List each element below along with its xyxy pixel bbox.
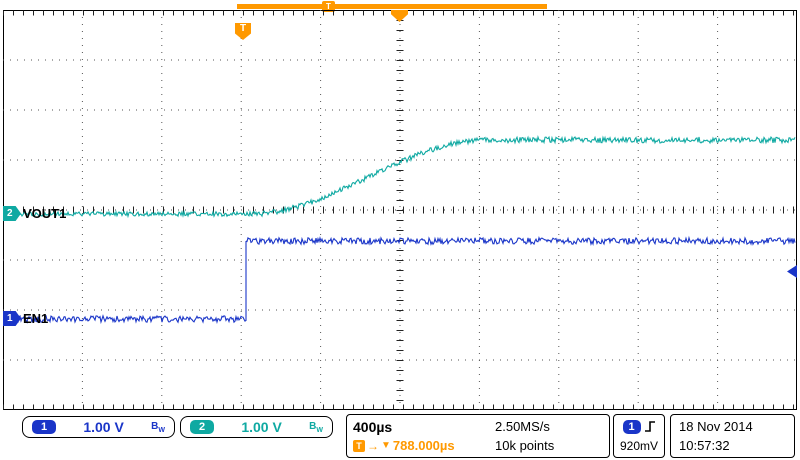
channel1-badge: 1 (32, 420, 56, 434)
trigger-level-value: 920mV (619, 438, 659, 453)
sample-rate-value: 2.50MS/s (495, 419, 550, 434)
trigger-delay-readout: T → ▼ 788.000µs (353, 438, 495, 453)
record-length-value: 10k points (495, 438, 555, 453)
trigger-source-badge: 1 (622, 419, 641, 434)
channel2-badge: 2 (190, 420, 214, 434)
rising-edge-icon (644, 421, 655, 432)
channel1-marker: 1 EN1 (3, 311, 48, 326)
channel2-settings-box[interactable]: 2 1.00 V BW (180, 416, 333, 438)
trigger-level-arrow-icon[interactable] (787, 265, 797, 278)
time-value: 10:57:32 (679, 438, 730, 453)
channel1-settings-box[interactable]: 1 1.00 V BW (22, 416, 175, 438)
channel2-label: VOUT1 (23, 206, 67, 221)
waveform-grid (3, 10, 797, 410)
bandwidth-limit-icon: BW (309, 420, 323, 434)
date-value: 18 Nov 2014 (679, 419, 753, 434)
delay-trigger-badge: T (353, 439, 365, 452)
bandwidth-limit-icon: BW (151, 420, 165, 434)
channel1-label: EN1 (23, 311, 49, 326)
delay-marker-icon: ▼ (381, 440, 391, 451)
delay-value: 788.000µs (392, 438, 455, 453)
channel2-marker: 2 VOUT1 (3, 206, 66, 221)
timebase-value: 400µs (353, 418, 393, 435)
horizontal-settings-box[interactable]: 400µs 2.50MS/s T → ▼ 788.000µs 10k point… (346, 414, 610, 458)
channel1-scale: 1.00 V (83, 419, 124, 435)
channel1-ground-icon[interactable]: 1 (3, 311, 21, 326)
waveform-display: T 2 VOUT1 1 EN1 (3, 10, 797, 410)
record-view-bar[interactable]: T (237, 1, 547, 12)
channel2-ground-icon[interactable]: 2 (3, 206, 21, 221)
channel2-scale: 1.00 V (241, 419, 282, 435)
trigger-settings-box[interactable]: 1 920mV (613, 414, 665, 458)
status-bar: 1 1.00 V BW 2 1.00 V BW 400µs 2.50MS/s T… (0, 413, 800, 460)
record-trigger-marker[interactable]: T (322, 1, 335, 12)
datetime-box: 18 Nov 2014 10:57:32 (670, 414, 795, 458)
delay-arrow-icon: → (367, 438, 379, 453)
trigger-position-marker[interactable]: T (235, 23, 251, 40)
